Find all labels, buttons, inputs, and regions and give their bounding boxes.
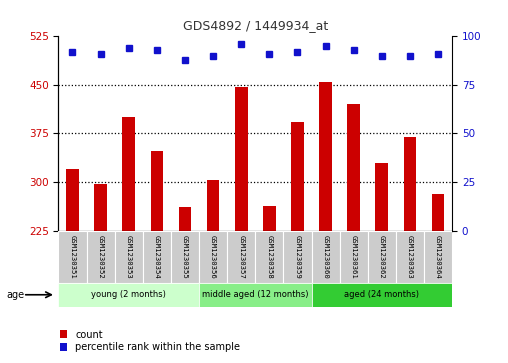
Bar [207, 180, 219, 231]
Text: young (2 months): young (2 months) [91, 290, 166, 299]
Bar [235, 87, 247, 231]
Text: GSM1230356: GSM1230356 [210, 235, 216, 279]
Text: GSM1230363: GSM1230363 [407, 235, 413, 279]
Bar [179, 207, 192, 231]
Text: GSM1230358: GSM1230358 [266, 235, 272, 279]
Text: aged (24 months): aged (24 months) [344, 290, 419, 299]
Bar [58, 283, 199, 307]
Bar [58, 231, 86, 283]
Bar [115, 231, 143, 283]
Bar [375, 163, 388, 231]
Text: GSM1230362: GSM1230362 [379, 235, 385, 279]
Text: GSM1230351: GSM1230351 [70, 235, 76, 279]
Bar [311, 283, 452, 307]
Bar [122, 117, 135, 231]
Text: age: age [6, 290, 24, 300]
Text: GSM1230352: GSM1230352 [98, 235, 104, 279]
Text: GSM1230359: GSM1230359 [295, 235, 300, 279]
Bar [432, 193, 444, 231]
Text: GSM1230361: GSM1230361 [351, 235, 357, 279]
Bar [171, 231, 199, 283]
Bar [255, 231, 283, 283]
Text: GSM1230354: GSM1230354 [154, 235, 160, 279]
Text: GSM1230357: GSM1230357 [238, 235, 244, 279]
Text: GSM1230355: GSM1230355 [182, 235, 188, 279]
Bar [424, 231, 452, 283]
Bar [199, 231, 227, 283]
Bar [263, 206, 276, 231]
Bar [227, 231, 255, 283]
Bar [404, 136, 416, 231]
Bar [311, 231, 340, 283]
Bar [66, 169, 79, 231]
Title: GDS4892 / 1449934_at: GDS4892 / 1449934_at [183, 19, 328, 32]
Bar [94, 184, 107, 231]
Bar [150, 151, 163, 231]
Text: GSM1230360: GSM1230360 [323, 235, 329, 279]
Bar [347, 104, 360, 231]
Text: GSM1230353: GSM1230353 [125, 235, 132, 279]
Bar [143, 231, 171, 283]
Bar [86, 231, 115, 283]
Bar [368, 231, 396, 283]
Text: GSM1230364: GSM1230364 [435, 235, 441, 279]
Bar [291, 122, 304, 231]
Bar [340, 231, 368, 283]
Text: middle aged (12 months): middle aged (12 months) [202, 290, 308, 299]
Bar [283, 231, 311, 283]
Bar [319, 82, 332, 231]
Bar [396, 231, 424, 283]
Legend: count, percentile rank within the sample: count, percentile rank within the sample [56, 326, 244, 356]
Bar [199, 283, 311, 307]
